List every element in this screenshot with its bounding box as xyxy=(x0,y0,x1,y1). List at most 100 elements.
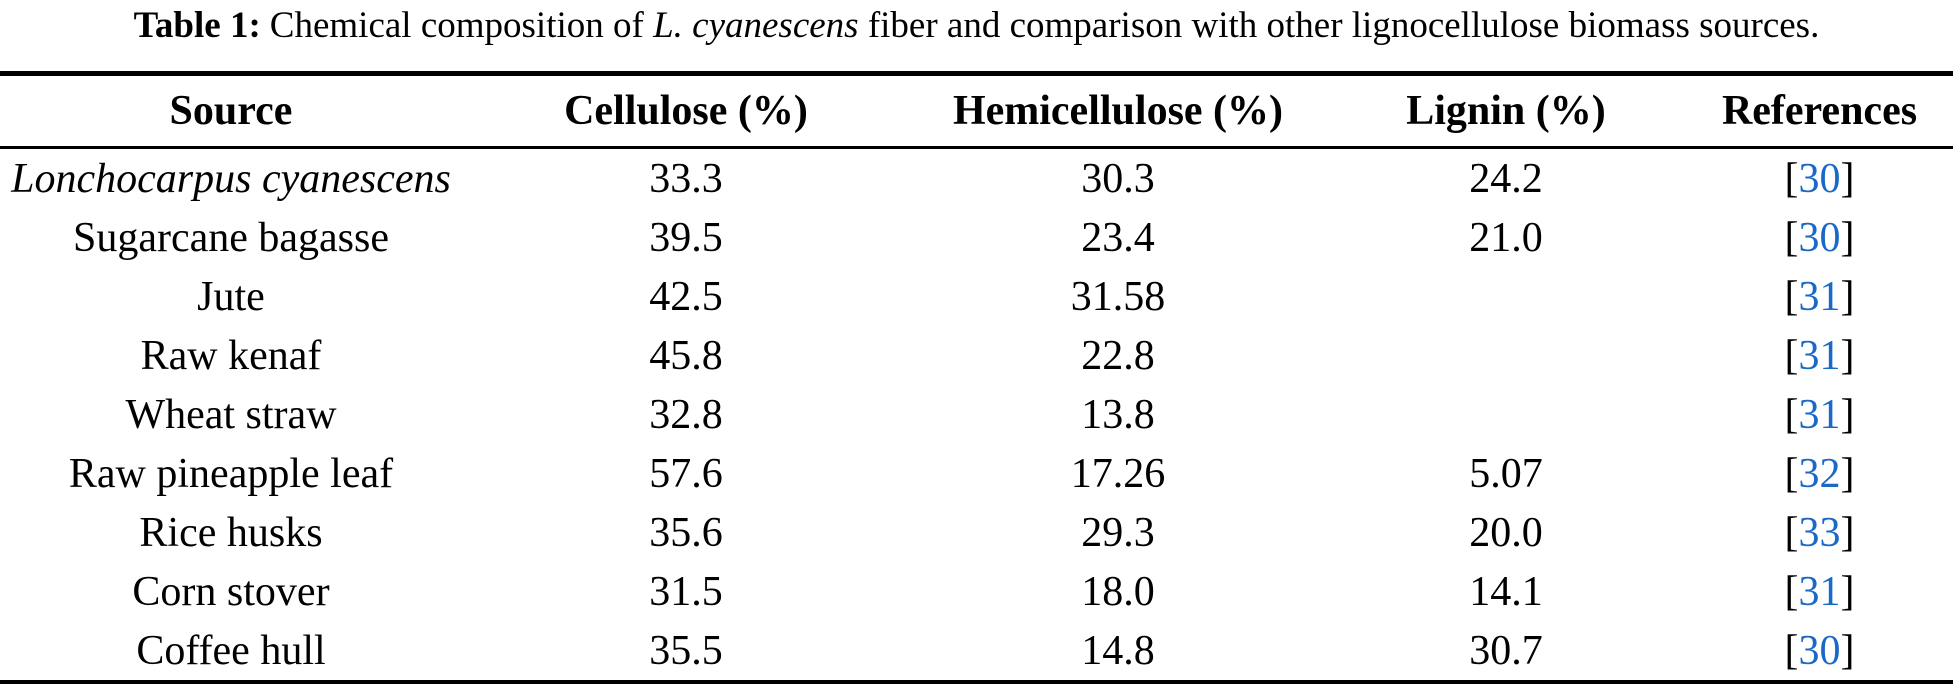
composition-table: Source Cellulose (%) Hemicellulose (%) L… xyxy=(0,71,1953,684)
cellulose-cell: 35.6 xyxy=(649,509,723,556)
cellulose-cell: 35.5 xyxy=(649,627,723,674)
citation-link[interactable]: [32] xyxy=(1785,451,1855,497)
lignin-cell: 24.2 xyxy=(1469,155,1543,202)
reference-cell: [31] xyxy=(1686,385,1953,444)
citation-number: 31 xyxy=(1798,391,1841,438)
source-cell: Rice husks xyxy=(139,509,323,556)
lignin-cell xyxy=(1326,326,1686,385)
citation-link[interactable]: [31] xyxy=(1785,333,1855,379)
citation-close-bracket: ] xyxy=(1840,627,1855,674)
lignin-cell xyxy=(1326,267,1686,326)
citation-close-bracket: ] xyxy=(1840,568,1855,615)
citation-open-bracket: [ xyxy=(1784,273,1799,320)
citation-link[interactable]: [30] xyxy=(1785,215,1855,261)
citation-open-bracket: [ xyxy=(1784,391,1799,438)
lignin-cell xyxy=(1326,385,1686,444)
citation-number: 33 xyxy=(1798,509,1841,556)
table-header: Source Cellulose (%) Hemicellulose (%) L… xyxy=(0,73,1953,149)
hemicellulose-cell: 14.8 xyxy=(1081,627,1155,674)
lignin-cell: 14.1 xyxy=(1469,568,1543,615)
column-header-source: Source xyxy=(0,73,462,149)
source-cell: Corn stover xyxy=(132,568,330,615)
table-row: Lonchocarpus cyanescens 33.3 30.3 24.2 [30] xyxy=(0,148,1953,209)
cellulose-cell: 39.5 xyxy=(649,214,723,261)
cellulose-cell: 57.6 xyxy=(649,450,723,497)
cellulose-cell: 45.8 xyxy=(649,332,723,379)
citation-open-bracket: [ xyxy=(1784,214,1799,261)
cellulose-cell: 31.5 xyxy=(649,568,723,615)
hemicellulose-cell: 17.26 xyxy=(1070,450,1166,497)
table-row: Rice husks 35.6 29.3 20.0 [33] xyxy=(0,503,1953,562)
citation-number: 31 xyxy=(1798,273,1841,320)
source-cell: Lonchocarpus cyanescens xyxy=(11,155,451,202)
hemicellulose-cell: 13.8 xyxy=(1081,391,1155,438)
column-header-lignin: Lignin (%) xyxy=(1326,73,1686,149)
citation-open-bracket: [ xyxy=(1784,450,1799,497)
source-cell: Wheat straw xyxy=(125,391,337,438)
lignin-cell: 20.0 xyxy=(1469,509,1543,556)
reference-cell: [32] xyxy=(1686,444,1953,503)
column-header-hemicellulose: Hemicellulose (%) xyxy=(910,73,1326,149)
citation-open-bracket: [ xyxy=(1784,155,1799,202)
citation-open-bracket: [ xyxy=(1784,568,1799,615)
reference-cell: [31] xyxy=(1686,326,1953,385)
hemicellulose-cell: 22.8 xyxy=(1081,332,1155,379)
hemicellulose-cell: 29.3 xyxy=(1081,509,1155,556)
source-cell: Raw kenaf xyxy=(140,332,322,379)
column-header-cellulose: Cellulose (%) xyxy=(462,73,910,149)
table-row: Raw kenaf 45.8 22.8 [31] xyxy=(0,326,1953,385)
column-header-references: References xyxy=(1686,73,1953,149)
citation-close-bracket: ] xyxy=(1840,155,1855,202)
lignin-cell: 21.0 xyxy=(1469,214,1543,261)
citation-close-bracket: ] xyxy=(1840,214,1855,261)
source-cell: Raw pineapple leaf xyxy=(68,450,394,497)
table-row: Sugarcane bagasse 39.5 23.4 21.0 [30] xyxy=(0,208,1953,267)
table-row: Corn stover 31.5 18.0 14.1 [31] xyxy=(0,562,1953,621)
lignin-cell: 30.7 xyxy=(1469,627,1543,674)
citation-number: 31 xyxy=(1798,568,1841,615)
table-row: Raw pineapple leaf 57.6 17.26 5.07 [32] xyxy=(0,444,1953,503)
hemicellulose-cell: 23.4 xyxy=(1081,214,1155,261)
reference-cell: [31] xyxy=(1686,267,1953,326)
reference-cell: [30] xyxy=(1686,208,1953,267)
hemicellulose-cell: 18.0 xyxy=(1081,568,1155,615)
cellulose-cell: 32.8 xyxy=(649,391,723,438)
table-caption-text-before: Chemical composition of xyxy=(269,5,644,46)
citation-link[interactable]: [30] xyxy=(1785,156,1855,202)
citation-number: 30 xyxy=(1798,214,1841,261)
table-caption-text-after: fiber and comparison with other lignocel… xyxy=(867,5,1820,46)
cellulose-cell: 42.5 xyxy=(649,273,723,320)
citation-number: 31 xyxy=(1798,332,1841,379)
citation-close-bracket: ] xyxy=(1840,450,1855,497)
citation-close-bracket: ] xyxy=(1840,332,1855,379)
citation-link[interactable]: [30] xyxy=(1785,628,1855,674)
header-row: Source Cellulose (%) Hemicellulose (%) L… xyxy=(0,73,1953,149)
citation-number: 30 xyxy=(1798,155,1841,202)
table-row: Coffee hull 35.5 14.8 30.7 [30] xyxy=(0,621,1953,682)
source-cell: Jute xyxy=(197,273,265,320)
hemicellulose-cell: 31.58 xyxy=(1070,273,1166,320)
table-caption-label: Table 1: xyxy=(133,5,261,46)
table-caption-species: L. cyanescens xyxy=(653,5,859,46)
citation-link[interactable]: [31] xyxy=(1785,274,1855,320)
citation-close-bracket: ] xyxy=(1840,273,1855,320)
reference-cell: [31] xyxy=(1686,562,1953,621)
citation-link[interactable]: [31] xyxy=(1785,569,1855,615)
citation-open-bracket: [ xyxy=(1784,332,1799,379)
citation-number: 32 xyxy=(1798,450,1841,497)
table-body: Lonchocarpus cyanescens 33.3 30.3 24.2 [30] S… xyxy=(0,148,1953,683)
citation-close-bracket: ] xyxy=(1840,391,1855,438)
hemicellulose-cell: 30.3 xyxy=(1081,155,1155,202)
citation-link[interactable]: [33] xyxy=(1785,510,1855,556)
reference-cell: [33] xyxy=(1686,503,1953,562)
citation-link[interactable]: [31] xyxy=(1785,392,1855,438)
table-row: Wheat straw 32.8 13.8 [31] xyxy=(0,385,1953,444)
reference-cell: [30] xyxy=(1686,148,1953,209)
table-row: Jute 42.5 31.58 [31] xyxy=(0,267,1953,326)
citation-open-bracket: [ xyxy=(1784,509,1799,556)
citation-close-bracket: ] xyxy=(1840,509,1855,556)
citation-number: 30 xyxy=(1798,627,1841,674)
cellulose-cell: 33.3 xyxy=(649,155,723,202)
lignin-cell: 5.07 xyxy=(1469,450,1543,497)
reference-cell: [30] xyxy=(1686,621,1953,682)
